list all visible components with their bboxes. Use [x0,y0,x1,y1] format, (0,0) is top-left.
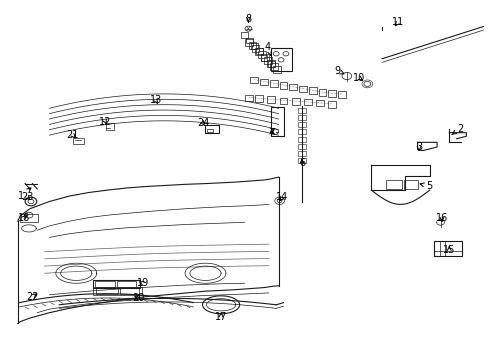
Text: 19: 19 [137,278,149,288]
Bar [298,130,305,134]
Text: 8: 8 [245,14,251,24]
Bar [298,144,305,149]
Text: 3: 3 [415,142,421,152]
Text: 15: 15 [442,245,454,255]
Bar [120,288,139,294]
Bar [207,129,213,132]
Bar [337,91,345,98]
Bar [251,45,259,51]
Bar [291,98,299,105]
Bar [105,123,114,130]
Bar [250,77,258,83]
Text: 9: 9 [333,66,343,76]
Bar [254,48,262,55]
Bar [248,42,256,49]
Bar [298,158,305,163]
Bar [318,89,326,96]
Bar [328,101,335,108]
Text: 1: 1 [18,188,31,201]
Bar [304,99,311,105]
Bar [73,138,83,144]
Text: 10: 10 [352,73,365,83]
Bar [404,180,417,189]
Text: 22: 22 [26,292,39,302]
Bar [298,122,305,127]
Text: 23: 23 [21,192,34,202]
Bar [260,55,267,60]
Bar [269,80,277,87]
Bar [298,136,305,141]
Bar [289,84,297,90]
Bar [316,100,324,107]
Bar [241,32,247,38]
Bar [245,38,252,43]
Text: 2: 2 [451,124,462,135]
Bar [267,61,274,67]
Bar [260,78,267,85]
Text: 7: 7 [268,128,274,138]
Bar [255,48,262,54]
Text: 21: 21 [66,130,79,140]
Text: 12: 12 [99,117,111,127]
Bar [95,281,115,287]
Bar [260,54,268,60]
Bar [273,66,281,73]
Text: 13: 13 [149,95,162,105]
Bar [298,108,305,113]
Bar [298,115,305,120]
Bar [269,63,277,70]
Bar [93,287,142,295]
Bar [328,90,335,97]
Bar [298,151,305,156]
Bar [255,95,263,102]
Text: 20: 20 [132,293,144,303]
Text: 14: 14 [276,192,288,202]
Bar [271,107,283,136]
Text: 18: 18 [18,213,30,222]
Bar [117,281,136,287]
Bar [257,51,265,58]
Text: 17: 17 [214,312,227,322]
Text: 11: 11 [391,17,404,27]
Bar [245,95,253,101]
Text: 16: 16 [435,213,447,222]
Bar [279,82,287,89]
Bar [299,86,306,92]
Text: 6: 6 [298,158,305,168]
Bar [279,98,287,104]
Bar [308,87,316,94]
Bar [205,126,219,133]
Bar [264,57,271,64]
Bar [267,96,275,103]
Text: 24: 24 [197,118,209,128]
Bar [245,39,253,45]
Bar [385,180,401,189]
Bar [93,280,140,288]
Bar [96,288,118,294]
Bar [271,48,291,71]
Text: 4: 4 [264,42,271,55]
Bar [250,43,257,49]
Bar [20,215,38,222]
Text: 5: 5 [419,181,432,192]
Bar [266,60,274,67]
